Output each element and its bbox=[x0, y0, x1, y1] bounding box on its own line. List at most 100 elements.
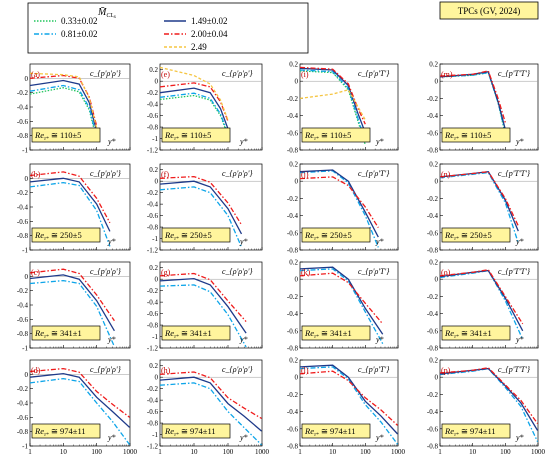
x-tick-label: 10 bbox=[469, 448, 477, 456]
tpc-box bbox=[439, 1, 539, 20]
series-line bbox=[439, 367, 539, 424]
series-line bbox=[299, 370, 399, 426]
x-axis-label: y* bbox=[239, 237, 248, 246]
panel-letter: (m) bbox=[441, 70, 453, 79]
panel-h: -1.2 -1 -0.8 -0.6 -0.4 -0.2 0 0.2 1 10 100 1000 (h) c… bbox=[147, 359, 270, 456]
panel-d: -1 -0.8 -0.6 -0.4 -0.2 0 1 10 100 1000 (d) c_{p'ρ'ρ… bbox=[17, 359, 138, 456]
x-tick-label: 10 bbox=[191, 448, 199, 456]
series-line bbox=[299, 266, 384, 335]
re-label-value: ≅ 250±5 bbox=[319, 230, 352, 240]
y-tick-label: -0.2 bbox=[147, 189, 159, 197]
y-axis-label: c_{ρ'ρ'ρ'} bbox=[222, 365, 253, 374]
panel-letter: (n) bbox=[441, 170, 451, 179]
panel-b: -1 -0.8 -0.6 -0.4 -0.2 0 (b) c_{p'ρ'ρ'} y* Reτ* ≅… bbox=[17, 163, 131, 255]
y-axis-label: c_{p'ρ'T'} bbox=[358, 365, 390, 374]
y-tick-label: 0.2 bbox=[149, 166, 158, 174]
y-tick-label: -0.6 bbox=[17, 118, 29, 126]
legend-label: 0.81±0.02 bbox=[61, 29, 97, 39]
panel-frame bbox=[299, 359, 399, 447]
re-label-value: ≅ 110±5 bbox=[179, 130, 212, 140]
re-box bbox=[161, 423, 231, 439]
re-label-text: Re bbox=[34, 426, 44, 436]
re-label: Reτ* ≅ 974±11 bbox=[34, 426, 86, 438]
series-line bbox=[159, 180, 243, 235]
y-tick-label: -0.6 bbox=[427, 327, 439, 335]
re-label-sub: τ* bbox=[44, 236, 49, 242]
series-line bbox=[299, 66, 366, 125]
y-tick-label: 0 bbox=[25, 75, 29, 83]
series-line bbox=[439, 171, 519, 232]
re-box bbox=[31, 227, 101, 243]
y-tick-label: 0 bbox=[295, 374, 299, 382]
x-axis-label: y* bbox=[515, 335, 524, 344]
y-tick-label: -0.6 bbox=[287, 425, 299, 433]
y-tick-label: -1 bbox=[22, 443, 28, 451]
re-box bbox=[301, 325, 371, 341]
re-label: Reτ* ≅ 974±11 bbox=[444, 426, 496, 438]
y-tick-label: -0.2 bbox=[427, 391, 439, 399]
y-tick-label: -1 bbox=[152, 235, 158, 243]
y-tick-label: -0.4 bbox=[147, 299, 159, 307]
x-axis-label: y* bbox=[107, 237, 116, 246]
series-line bbox=[29, 87, 98, 141]
re-label-value: ≅ 250±5 bbox=[179, 230, 212, 240]
series-line bbox=[159, 186, 243, 248]
series-line bbox=[29, 274, 115, 332]
re-label-sub: τ* bbox=[44, 334, 49, 340]
y-tick-label: -1 bbox=[152, 431, 158, 439]
panel-letter: (g) bbox=[161, 268, 171, 277]
y-tick-label: -0.6 bbox=[427, 129, 439, 137]
series-line bbox=[29, 177, 111, 232]
y-tick-label: -0.4 bbox=[17, 204, 29, 212]
re-label-text: Re bbox=[164, 130, 174, 140]
series-line bbox=[159, 284, 247, 348]
legend: 0.33±0.02 0.81±0.02 1.49±0.02 2.00±0.04 2.49 bbox=[34, 16, 228, 52]
series-line bbox=[29, 181, 111, 247]
y-tick-label: -1.2 bbox=[147, 443, 159, 451]
y-tick-label: 0.2 bbox=[289, 161, 298, 169]
re-label: Reτ* ≅ 250±5 bbox=[304, 230, 352, 242]
re-label-value: ≅ 341±1 bbox=[179, 328, 212, 338]
y-tick-label: -0.2 bbox=[147, 89, 159, 97]
re-box bbox=[441, 325, 511, 341]
re-label-sub: τ* bbox=[44, 136, 49, 142]
panel-n: -0.8 -0.6 -0.4 -0.2 0 0.2(n) c_{p'T'T'} y* Reτ* … bbox=[427, 161, 539, 255]
y-tick-label: -0.4 bbox=[427, 310, 439, 318]
x-tick-label: 1 bbox=[158, 448, 162, 456]
re-label: Reτ* ≅ 250±5 bbox=[164, 230, 212, 242]
y-tick-label: -0.8 bbox=[427, 247, 439, 255]
y-tick-label: -0.6 bbox=[287, 229, 299, 237]
panel-frame bbox=[299, 63, 399, 151]
x-axis-label: y* bbox=[239, 433, 248, 442]
y-tick-label: 0 bbox=[435, 276, 439, 284]
y-tick-label: -1.2 bbox=[147, 345, 159, 353]
series-line bbox=[299, 272, 384, 325]
y-axis-label: c_{p'ρ'ρ'} bbox=[90, 365, 122, 374]
re-label: Reτ* ≅ 110±5 bbox=[444, 130, 491, 142]
series-line bbox=[439, 268, 524, 325]
y-axis-label: c_{p'ρ'T'} bbox=[358, 69, 390, 78]
panel-m: -0.8 -0.6 -0.4 -0.2 0 0.2(m) c_{p'T'T'} y* Reτ* … bbox=[427, 61, 539, 155]
panel-letter: (j) bbox=[301, 170, 309, 179]
y-axis-label: c_{p'T'T'} bbox=[498, 267, 531, 276]
y-tick-label: -0.2 bbox=[17, 287, 29, 295]
panel-letter: (k) bbox=[301, 268, 311, 277]
re-label-value: ≅ 974±11 bbox=[459, 426, 496, 436]
y-tick-label: -0.8 bbox=[17, 132, 29, 140]
panel-frame bbox=[439, 261, 539, 349]
series-line bbox=[29, 268, 115, 322]
re-label: Reτ* ≅ 250±5 bbox=[34, 230, 82, 242]
panel-letter: (l) bbox=[301, 366, 309, 375]
x-tick-label: 100 bbox=[360, 448, 371, 456]
y-tick-label: -0.8 bbox=[147, 224, 159, 232]
series-line bbox=[159, 272, 247, 323]
re-box bbox=[161, 227, 231, 243]
re-box bbox=[441, 423, 511, 439]
panel-letter: (d) bbox=[31, 366, 41, 375]
series-line bbox=[159, 382, 263, 446]
re-label-value: ≅ 341±1 bbox=[459, 328, 492, 338]
series-line bbox=[439, 269, 524, 332]
series-line bbox=[299, 268, 384, 345]
y-tick-label: -0.2 bbox=[427, 293, 439, 301]
panel-i: -0.8 -0.6 -0.4 -0.2 0 0.2(i) c_{p'ρ'T'} y* Reτ* … bbox=[287, 61, 399, 155]
